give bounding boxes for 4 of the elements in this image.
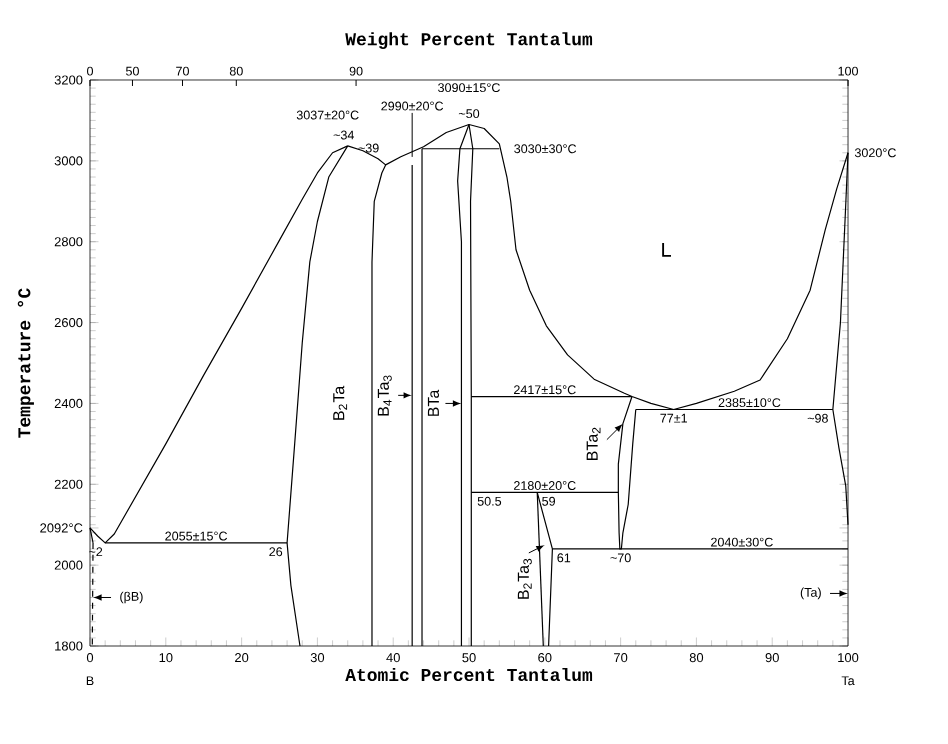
x2-axis-title: Weight Percent Tantalum: [345, 32, 593, 49]
x-axis-title: Atomic Percent Tantalum: [345, 667, 593, 682]
annotation: L: [662, 242, 671, 257]
y-axis-title: Temperature °C: [17, 288, 34, 438]
